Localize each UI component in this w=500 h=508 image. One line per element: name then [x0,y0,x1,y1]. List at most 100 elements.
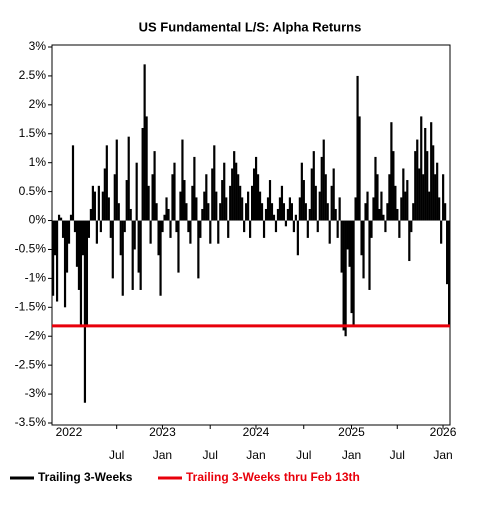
bar [115,139,118,221]
bar [410,220,413,233]
bar [390,122,393,221]
bar [380,191,383,221]
bar [376,174,379,221]
bar [177,220,180,273]
bar [153,151,156,221]
bar [422,174,425,221]
bar [73,220,77,233]
bar [358,116,361,221]
bar [276,208,280,221]
bar [139,220,142,290]
bar [127,136,130,221]
bar [123,220,126,233]
y-tick-label: 0% [29,213,47,227]
bar [109,220,112,238]
bar [55,220,59,302]
bar [300,162,303,221]
bar [378,208,381,221]
bar [137,220,140,273]
bar [185,203,188,221]
bar [354,197,357,221]
bar [316,220,319,233]
bar [135,162,138,221]
bar [103,168,106,221]
bar [201,208,204,221]
bar [231,168,234,221]
bar [264,208,268,221]
bar [294,214,297,221]
bar [173,162,176,221]
bar [63,220,67,308]
bar [254,156,258,221]
bar [251,185,254,221]
bar [79,220,83,325]
bar [87,220,91,238]
bar [272,214,276,221]
bar [227,220,230,238]
bar [364,203,367,221]
bar [59,217,63,221]
bar [342,220,345,331]
bar [346,220,349,250]
bar [155,203,158,221]
x-tick-label: Jul [296,448,311,462]
bar [205,174,208,221]
bar [332,168,335,221]
bar [412,203,415,221]
bar [432,145,435,221]
bar [129,208,132,221]
bar [406,180,409,221]
bar [89,208,92,221]
bar [249,220,252,238]
bar [448,220,451,326]
bar [187,220,190,233]
bar [151,174,154,221]
bar [67,220,71,244]
bar [436,162,439,221]
bar [243,220,246,233]
bar [179,191,182,221]
x-year-label: 2025 [338,425,365,439]
bar [149,220,152,244]
bar [396,208,399,221]
bar [306,220,309,238]
bar [374,156,377,221]
bar [211,168,214,221]
bar [111,220,114,279]
bar [189,220,192,244]
bar [195,197,198,221]
bar [266,197,270,221]
x-tick-label: Jan [246,448,265,462]
bar [360,220,363,256]
bar [241,197,244,221]
y-tick-label: 2.5% [19,68,47,82]
bar [260,203,264,221]
bar [368,220,371,290]
bar [326,203,329,221]
bar [167,208,170,221]
bar [193,156,196,221]
bar [171,174,174,221]
bar [350,220,353,314]
bar [438,197,441,221]
y-tick-label: -1% [25,271,47,285]
bar [131,220,134,290]
bar [183,180,186,221]
bar [169,220,172,238]
bar [304,203,307,221]
bar [370,220,373,238]
x-tick-label: Jan [153,448,172,462]
x-tick-label: Jan [433,448,452,462]
x-tick-label: Jul [203,448,218,462]
bar [416,139,419,221]
bar [320,156,323,221]
bar [217,220,220,244]
bar [442,174,445,221]
bar [233,151,236,221]
bar [219,203,222,221]
bar [398,220,401,238]
bar [302,180,305,221]
bar [362,220,365,279]
bar [207,203,210,221]
